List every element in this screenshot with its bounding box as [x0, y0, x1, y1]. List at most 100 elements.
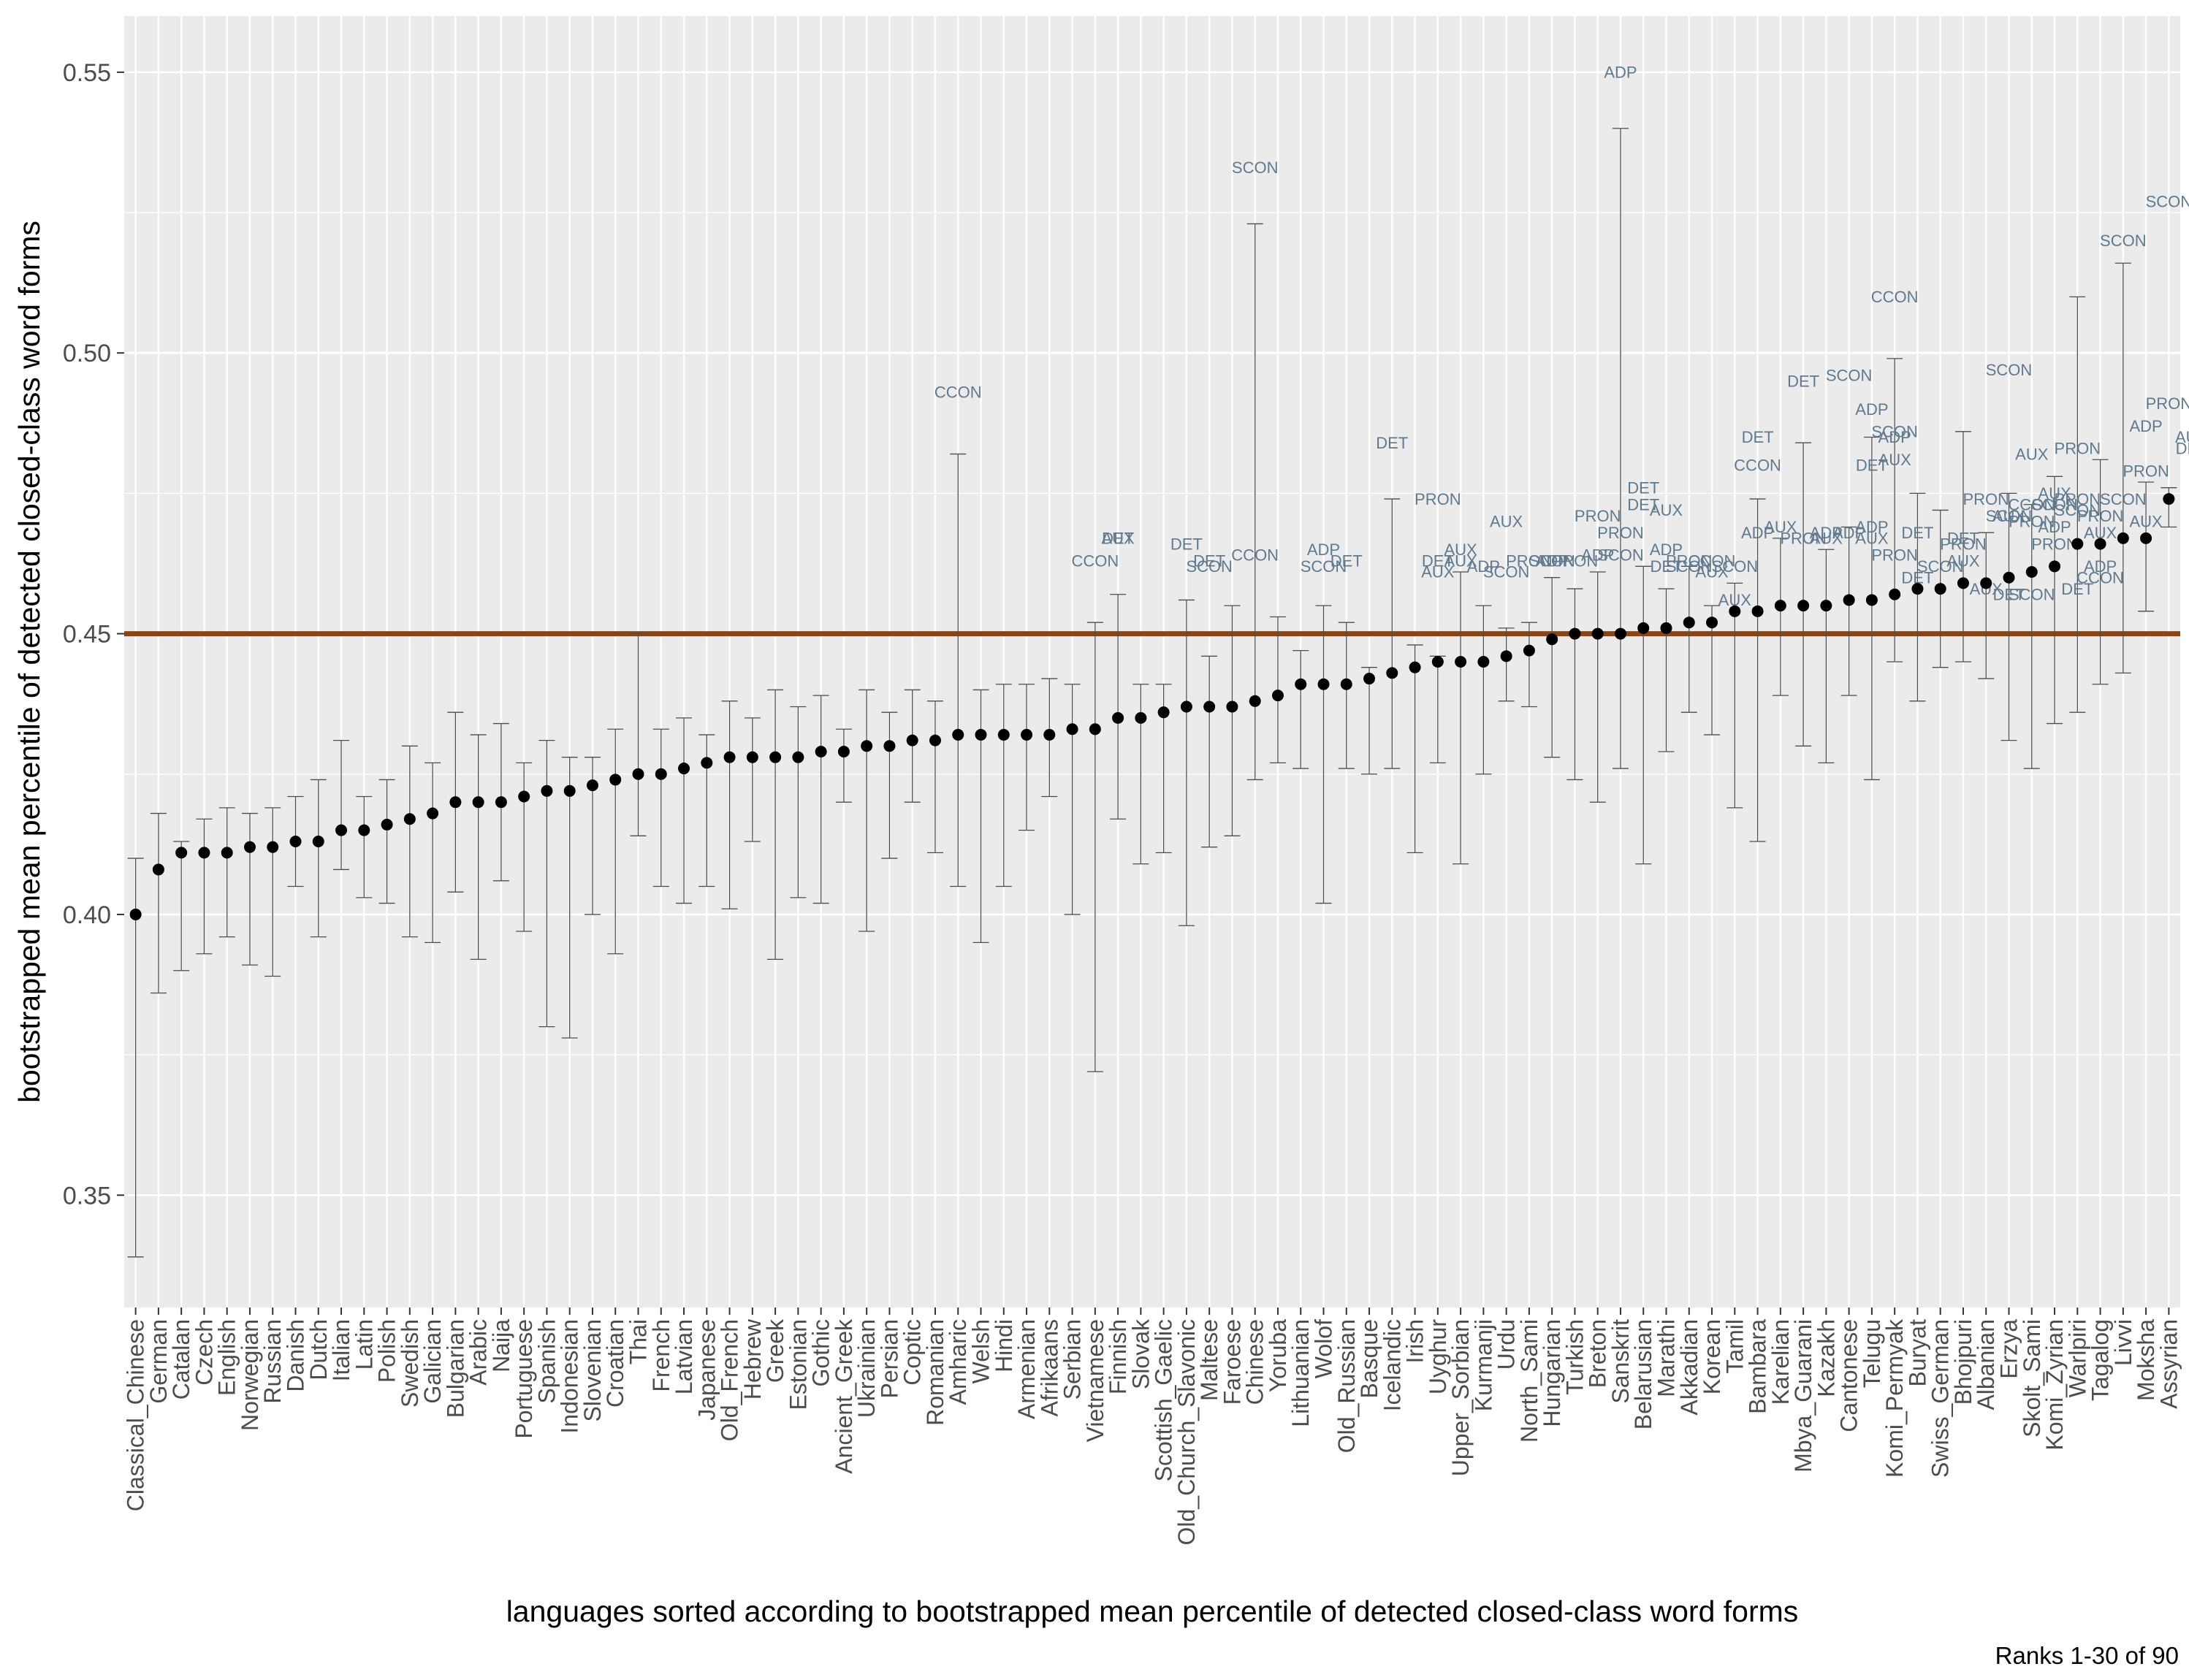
data-point — [586, 779, 598, 792]
data-point — [1591, 627, 1604, 640]
y-tick-label: 0.50 — [63, 340, 111, 367]
data-point — [1980, 577, 1992, 589]
x-tick-label: Old_French — [717, 1319, 743, 1441]
annotation-label: SCON — [1917, 557, 1964, 576]
annotation-label: PRON — [2146, 394, 2189, 413]
data-point — [837, 745, 850, 757]
x-tick-label: Norwegian — [237, 1319, 263, 1431]
annotation-label: DET — [1170, 535, 1203, 553]
x-tick-label: Arabic — [465, 1319, 492, 1386]
annotation-label: PRON — [1780, 530, 1827, 548]
annotation-label: DET — [1376, 434, 1408, 452]
data-point — [152, 863, 164, 876]
data-point — [1135, 711, 1147, 724]
y-axis: 0.35 0.40 0.45 0.50 0.55 — [63, 59, 124, 1210]
x-tick-label: Faroese — [1219, 1319, 1245, 1405]
data-point — [198, 847, 210, 859]
caption: Ranks 1-30 of 90 — [1995, 1642, 2179, 1669]
data-point — [1431, 656, 1444, 668]
annotation-label: DET — [1627, 478, 1659, 497]
data-point — [518, 790, 530, 803]
y-tick-label: 0.45 — [63, 621, 111, 649]
x-tick-label: Skolt_Sami — [2019, 1319, 2045, 1437]
x-tick-label: Belarusian — [1630, 1319, 1656, 1429]
data-point — [1820, 600, 1832, 612]
annotation-label: AUX — [2175, 428, 2189, 446]
x-tick-label: Assyrian — [2155, 1319, 2182, 1409]
x-tick-label: Kazakh — [1813, 1319, 1839, 1397]
x-tick-label: Old_Church_Slavonic — [1173, 1319, 1200, 1546]
annotation-label: AUX — [1650, 501, 1683, 519]
data-point — [1477, 656, 1490, 668]
data-point — [1203, 700, 1216, 713]
annotation-label: ADP — [1878, 428, 1911, 446]
data-point — [472, 796, 484, 809]
x-tick-label: Afrikaans — [1036, 1319, 1062, 1416]
x-tick-label: Scottish_Gaelic — [1151, 1319, 1177, 1481]
data-point — [1317, 678, 1330, 690]
x-tick-label: Hebrew — [739, 1318, 766, 1400]
annotation-label: CCON — [2076, 568, 2124, 587]
data-point — [541, 784, 553, 797]
x-tick-label: Ancient_Greek — [831, 1318, 857, 1474]
data-point — [1934, 583, 1946, 595]
x-tick-label: Turkish — [1561, 1319, 1588, 1395]
data-point — [243, 841, 256, 853]
annotation-label: ADP — [1581, 546, 1614, 565]
annotation-label: CCON — [934, 383, 982, 402]
data-point — [2025, 566, 2038, 579]
error-bars — [127, 128, 2177, 1258]
annotation-label: SCON — [2100, 490, 2147, 508]
data-point — [427, 807, 439, 820]
x-tick-label: Mbya_Guarani — [1790, 1319, 1816, 1473]
annotation-label: AUX — [1810, 530, 1843, 548]
data-point — [815, 745, 827, 757]
x-tick-label: Yoruba — [1265, 1319, 1291, 1392]
data-point — [997, 728, 1010, 741]
x-tick-label: Erzya — [1996, 1319, 2022, 1379]
data-point — [267, 841, 279, 853]
annotation-label: AUX — [1444, 541, 1477, 559]
data-point — [655, 768, 667, 780]
x-tick-label: Armenian — [1013, 1319, 1040, 1419]
x-tick-label: Catalan — [168, 1319, 194, 1400]
data-point — [632, 768, 644, 780]
data-point — [175, 847, 188, 859]
x-axis: Classical_ChineseGermanCatalanCzechEngli… — [123, 1307, 2182, 1546]
x-tick-label: Sanskrit — [1607, 1319, 1634, 1404]
data-point — [1751, 605, 1764, 617]
x-tick-label: Slovak — [1127, 1318, 1154, 1389]
annotation-label: DET — [1627, 495, 1659, 513]
x-tick-label: Danish — [283, 1319, 309, 1392]
x-tick-label: Russian — [259, 1319, 286, 1404]
annotation-label: ADP — [1536, 551, 1569, 570]
x-tick-label: Spanish — [533, 1319, 560, 1404]
points — [129, 493, 2175, 920]
data-point — [883, 740, 896, 752]
x-tick-label: Albanian — [1973, 1319, 1999, 1410]
annotation-label: DET — [2061, 580, 2093, 598]
x-axis-title: languages sorted according to bootstrapp… — [506, 1595, 1799, 1628]
data-point — [403, 813, 416, 825]
annotation-label: DET — [1947, 530, 1979, 548]
data-point — [769, 751, 782, 763]
data-point — [2094, 538, 2106, 550]
annotation-label: SCON — [1986, 507, 2033, 525]
data-point — [2049, 560, 2061, 573]
data-point — [1409, 661, 1421, 673]
annotation-label: CCON — [1689, 551, 1736, 570]
annotation-label: ADP — [1810, 524, 1843, 542]
x-tick-label: Indonesian — [557, 1319, 583, 1434]
data-point — [2003, 571, 2015, 584]
x-tick-label: Buryat — [1904, 1319, 1930, 1387]
x-tick-label: Urdu — [1493, 1319, 1520, 1370]
data-point — [335, 824, 348, 836]
data-point — [1660, 622, 1672, 634]
annotation-label: PRON — [1506, 551, 1553, 570]
annotation-label: DET — [1330, 551, 1363, 570]
x-tick-label: Tagalog — [2087, 1319, 2114, 1401]
annotation-label: CCON — [1071, 551, 1119, 570]
x-tick-label: Bhojpuri — [1950, 1319, 1976, 1405]
x-tick-label: Moksha — [2133, 1319, 2159, 1401]
